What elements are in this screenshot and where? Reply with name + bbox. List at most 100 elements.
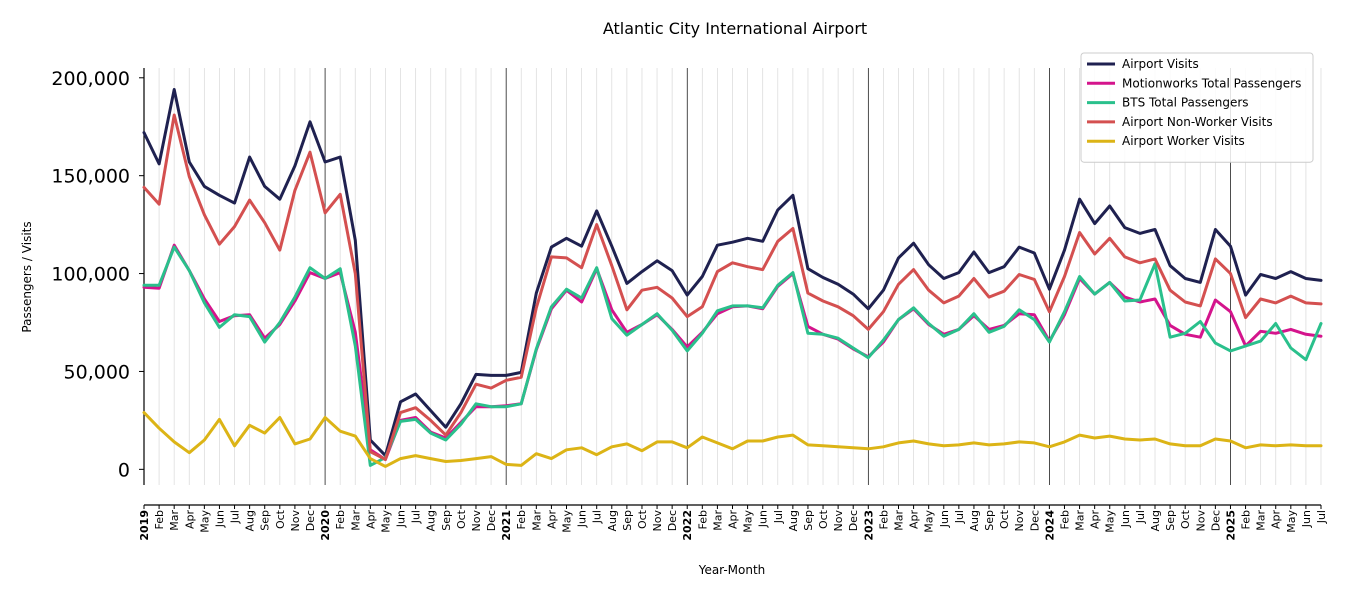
legend-entry: Airport Worker Visits — [1122, 134, 1245, 148]
x-tick-label: 2023 — [862, 510, 875, 541]
legend-entry: Airport Visits — [1122, 57, 1199, 71]
x-tick-label: Oct — [1179, 509, 1192, 529]
x-tick-label: Mar — [168, 510, 181, 531]
x-tick-label: May — [198, 510, 211, 533]
x-tick-label: Aug — [606, 510, 619, 531]
legend-box — [1080, 52, 1314, 163]
x-tick-label: Sep — [259, 510, 272, 531]
x-tick-label: Oct — [274, 509, 287, 529]
x-tick-label: Mar — [349, 510, 362, 531]
series-group — [142, 88, 1323, 468]
x-tick-label: Oct — [636, 509, 649, 529]
x-tick-label: May — [1104, 510, 1117, 533]
x-tick-label: Apr — [727, 510, 740, 530]
x-tick-label: Aug — [787, 510, 800, 531]
x-tick-label: May — [561, 510, 574, 533]
x-tick-label: Jul — [410, 510, 423, 524]
x-tick-label: Mar — [1255, 510, 1268, 531]
x-tick-label: Mar — [711, 510, 724, 531]
y-axis-label: Passengers / Visits — [20, 221, 34, 332]
legend: Airport Visits Motionworks Total Passenge… — [1080, 52, 1314, 163]
legend-entry: BTS Total Passengers — [1122, 96, 1249, 110]
x-tick-label: Aug — [1149, 510, 1162, 531]
x-tick-label: Jul — [1315, 510, 1328, 524]
x-tick-label: Aug — [425, 510, 438, 531]
x-tick-label: May — [379, 510, 392, 533]
x-tick-label: Nov — [1194, 510, 1207, 532]
x-tick-label: Jul — [772, 510, 785, 524]
x-tick-label: Sep — [983, 510, 996, 531]
x-tick-label: Nov — [289, 510, 302, 532]
x-tick-label: 2020 — [319, 510, 332, 541]
x-tick-label: Sep — [621, 510, 634, 531]
x-tick-label: Dec — [666, 510, 679, 531]
series-line-airport-visits — [142, 88, 1323, 458]
x-tick-label: Mar — [892, 510, 905, 531]
x-tick-label: Nov — [651, 510, 664, 532]
x-axis-label: Year-Month — [698, 563, 766, 577]
y-tick-label: 0 — [118, 459, 130, 481]
x-tick-label: Jul — [953, 510, 966, 524]
x-tick-label: Dec — [1028, 510, 1041, 531]
x-tick-label: Apr — [183, 510, 196, 530]
x-tick-label: Jun — [395, 510, 408, 528]
x-tick-label: Feb — [696, 510, 709, 529]
x-tick-label: Jul — [229, 510, 242, 524]
x-tick-label: Jul — [1134, 510, 1147, 524]
y-tick-label: 200,000 — [51, 68, 130, 90]
x-tick-label: Feb — [1058, 510, 1071, 529]
x-tick-label: Mar — [1074, 510, 1087, 531]
x-tick-label: Oct — [817, 509, 830, 529]
x-tick-label: 2021 — [500, 510, 513, 541]
x-tick-label: Feb — [877, 510, 890, 529]
x-tick-label: May — [742, 510, 755, 533]
x-tick-label: Apr — [1270, 510, 1283, 530]
x-tick-label: Dec — [1209, 510, 1222, 531]
x-tick-label: Sep — [440, 510, 453, 531]
x-tick-label: Mar — [530, 510, 543, 531]
x-tick-label: May — [923, 510, 936, 533]
legend-entry: Motionworks Total Passengers — [1122, 76, 1301, 90]
x-axis: 2019 Feb Mar Apr May Jun Jul Aug Sep Oct Nov Dec 202… — [138, 504, 1328, 541]
x-tick-label: Jun — [1300, 510, 1313, 528]
x-tick-label: Dec — [304, 510, 317, 531]
x-tick-label: Feb — [515, 510, 528, 529]
x-tick-label: 2022 — [681, 510, 694, 541]
x-tick-label: Apr — [1089, 510, 1102, 530]
x-tick-label: Jul — [591, 510, 604, 524]
y-tick-label: 50,000 — [64, 361, 130, 383]
x-tick-label: Jun — [213, 510, 226, 528]
x-tick-label: Sep — [1164, 510, 1177, 531]
x-tick-label: Feb — [334, 510, 347, 529]
x-tick-label: Nov — [470, 510, 483, 532]
x-tick-label: Feb — [153, 510, 166, 529]
x-tick-label: Nov — [832, 510, 845, 532]
y-tick-label: 150,000 — [51, 166, 130, 188]
series-line-airport-worker-visits — [142, 411, 1323, 468]
x-tick-label: Aug — [244, 510, 257, 531]
x-tick-label: 2019 — [138, 510, 151, 541]
x-tick-label: Sep — [802, 510, 815, 531]
x-tick-label: Oct — [998, 509, 1011, 529]
series-line-bts-total-passengers — [142, 245, 1323, 467]
x-tick-label: Nov — [1013, 510, 1026, 532]
legend-entry: Airport Non-Worker Visits — [1122, 115, 1273, 129]
series-line-airport-non-worker-visits — [142, 113, 1323, 461]
x-tick-label: Apr — [545, 510, 558, 530]
x-tick-label: Jun — [576, 510, 589, 528]
x-tick-label: 2025 — [1224, 510, 1237, 541]
x-tick-label: 2024 — [1043, 510, 1056, 541]
x-tick-label: Apr — [364, 510, 377, 530]
y-tick-label: 100,000 — [51, 264, 130, 286]
x-tick-label: Apr — [908, 510, 921, 530]
chart-title: Atlantic City International Airport — [603, 19, 867, 38]
x-tick-label: Jun — [1119, 510, 1132, 528]
x-tick-label: Feb — [1240, 510, 1253, 529]
x-tick-label: Aug — [968, 510, 981, 531]
x-tick-label: Dec — [485, 510, 498, 531]
x-tick-label: Jun — [938, 510, 951, 528]
y-axis: 0 50,000 100,000 150,000 200,000 — [51, 68, 145, 485]
x-tick-label: May — [1285, 510, 1298, 533]
x-tick-label: Jun — [757, 510, 770, 528]
